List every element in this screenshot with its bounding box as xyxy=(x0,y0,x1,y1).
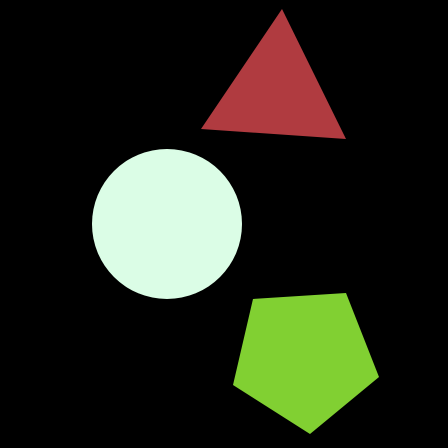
red-triangle xyxy=(201,9,346,139)
green-pentagon xyxy=(233,293,379,434)
mint-circle xyxy=(92,149,242,299)
